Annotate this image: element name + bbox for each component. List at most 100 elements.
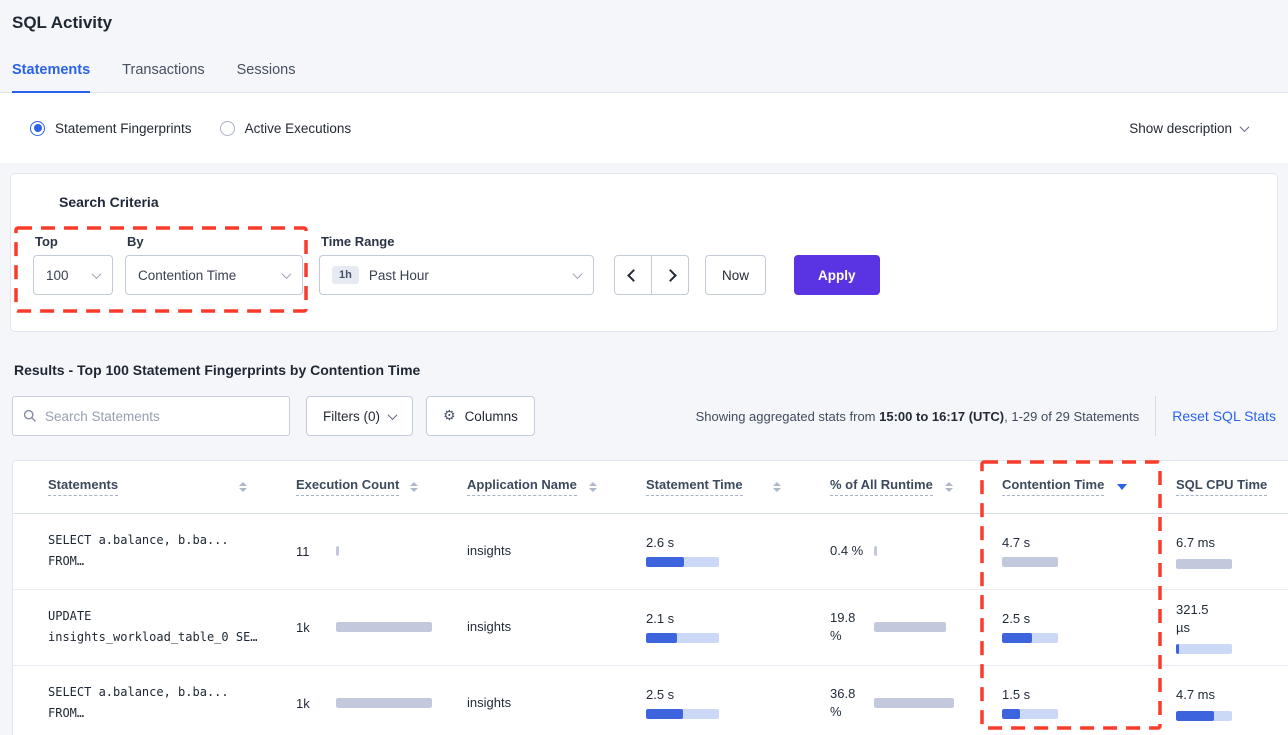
col-header-statement-time[interactable]: Statement Time [611,461,795,514]
execution-count-bar [336,546,432,556]
statement-cell[interactable]: SELECT a.balance, b.ba... FROM… [13,513,261,590]
columns-button[interactable]: ⚙ Columns [426,396,535,436]
radio-active-executions[interactable]: Active Executions [219,120,352,136]
statement-text[interactable]: SELECT a.balance, b.ba... [48,533,229,547]
table-header-row: Statements Execution Count Application N… [13,461,1288,514]
filters-button[interactable]: Filters (0) [306,396,413,436]
chevron-down-icon [91,268,102,279]
view-toggle-bar: Statement Fingerprints Active Executions… [0,93,1288,163]
col-header-statements[interactable]: Statements [13,461,261,514]
pct-runtime-bar [874,546,954,556]
pct-runtime-bar [874,698,954,708]
statements-table: Statements Execution Count Application N… [13,461,1288,735]
results-title: Results - Top 100 Statement Fingerprints… [14,362,421,378]
chevron-left-icon [626,268,640,282]
application-name-cell: insights [432,665,611,735]
time-prev-button[interactable] [614,255,652,295]
sort-icon[interactable] [589,481,597,492]
execution-count-cell: 1k [261,589,432,666]
reset-sql-stats-link[interactable]: Reset SQL Stats [1172,408,1276,424]
contention-time-cell: 1.5 s [967,665,1141,735]
by-field: By Contention Time [125,210,303,295]
sort-icon[interactable] [410,481,418,492]
search-criteria-panel: Search Criteria Top 100 By Contention Ti… [10,173,1278,332]
search-statements-box[interactable] [12,396,290,436]
chevron-down-icon [1239,121,1250,132]
statements-table-card: Statements Execution Count Application N… [12,460,1288,735]
now-button[interactable]: Now [705,255,767,295]
apply-button[interactable]: Apply [794,255,880,295]
chevron-right-icon [663,268,677,282]
application-name-cell: insights [432,513,611,590]
contention-time-cell: 2.5 s [967,589,1141,666]
time-nav-group [614,255,689,295]
top-label: Top [35,234,58,249]
sort-icon[interactable] [239,481,247,492]
top-field: Top 100 [33,210,113,295]
col-header-sql-cpu-time[interactable]: SQL CPU Time [1141,461,1288,514]
col-header-contention-time[interactable]: Contention Time [967,461,1141,514]
sort-desc-icon[interactable] [1117,483,1127,490]
sql-cpu-time-bar [1176,558,1232,569]
table-row[interactable]: UPDATE insights_workload_table_0 SE… 1k … [13,589,1288,666]
pct-runtime-cell: 19.8 % [795,589,967,666]
search-criteria-title: Search Criteria [59,194,159,210]
col-header-application-name[interactable]: Application Name [432,461,611,514]
sql-cpu-time-cell: 4.7 ms [1141,665,1288,735]
sql-cpu-time-bar [1176,643,1232,654]
page-header: SQL Activity Statements Transactions Ses… [0,13,1288,93]
time-next-button[interactable] [651,255,689,295]
pct-runtime-cell: 36.8 % [795,665,967,735]
statement-text[interactable]: FROM… [48,706,85,720]
col-header-execution-count[interactable]: Execution Count [261,461,432,514]
contention-time-bar [1002,557,1058,567]
radio-label: Statement Fingerprints [55,120,192,136]
statement-time-bar [646,709,719,719]
execution-count-cell: 11 [261,513,432,590]
statement-text[interactable]: insights_workload_table_0 SE… [48,630,258,644]
table-row[interactable]: SELECT a.balance, b.ba... FROM… 11 insig… [13,513,1288,590]
table-row[interactable]: SELECT a.balance, b.ba... FROM… 1k insig… [13,665,1288,735]
contention-time-cell: 4.7 s [967,513,1141,590]
results-toolbar: Filters (0) ⚙ Columns Showing aggregated… [12,396,1276,436]
chevron-down-icon [281,268,292,279]
statement-text[interactable]: FROM… [48,554,85,568]
sort-icon[interactable] [945,481,953,492]
pct-runtime-cell: 0.4 % [795,513,967,590]
sql-cpu-time-bar [1176,710,1232,721]
time-range-select[interactable]: 1h Past Hour [319,255,594,295]
search-statements-input[interactable] [45,408,279,424]
chevron-down-icon [572,268,583,279]
tab-statements[interactable]: Statements [12,62,91,93]
statement-text[interactable]: SELECT a.balance, b.ba... [48,685,229,699]
show-description-toggle[interactable]: Show description [1129,121,1250,136]
time-range-field: Time Range 1h Past Hour [319,210,594,295]
time-range-label: Time Range [321,234,395,249]
top-select[interactable]: 100 [33,255,113,295]
sort-icon[interactable] [773,481,781,492]
statement-text[interactable]: UPDATE [48,609,92,623]
radio-unselected-icon[interactable] [219,120,235,136]
tab-transactions[interactable]: Transactions [122,62,205,78]
statement-time-bar [646,633,719,643]
radio-label: Active Executions [244,120,352,136]
contention-time-bar [1002,633,1058,643]
statement-time-cell: 2.6 s [611,513,795,590]
sql-cpu-time-cell: 6.7 ms [1141,513,1288,590]
page-title: SQL Activity [12,13,113,32]
col-header-pct-runtime[interactable]: % of All Runtime [795,461,967,514]
pct-runtime-bar [874,622,954,632]
tab-sessions[interactable]: Sessions [236,62,296,78]
radio-selected-icon[interactable] [30,120,45,136]
by-select[interactable]: Contention Time [125,255,303,295]
radio-statement-fingerprints[interactable]: Statement Fingerprints [30,120,192,136]
time-range-badge: 1h [332,266,359,284]
execution-count-cell: 1k [261,665,432,735]
statement-cell[interactable]: SELECT a.balance, b.ba... FROM… [13,665,261,735]
chevron-down-icon [387,409,398,420]
statement-cell[interactable]: UPDATE insights_workload_table_0 SE… [13,589,261,666]
statement-time-cell: 2.1 s [611,589,795,666]
vertical-divider [1155,396,1157,436]
stats-summary: Showing aggregated stats from 15:00 to 1… [695,408,1140,424]
